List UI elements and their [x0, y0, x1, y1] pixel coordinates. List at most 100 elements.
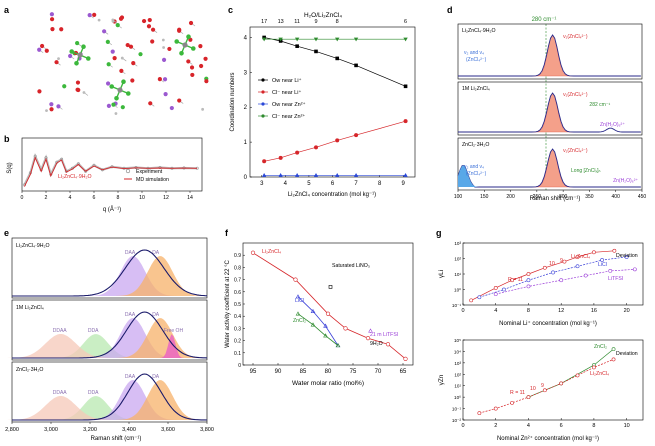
cl-atom — [74, 60, 79, 66]
d-peak-fill — [531, 92, 574, 133]
g-point — [510, 400, 514, 405]
cl-atom — [125, 91, 131, 96]
e-component-label: DDAA — [53, 390, 68, 396]
d-xtick-label: 450 — [638, 194, 647, 200]
panel-g-bottom-chart: γZn Nominal Zn²⁺ concentration (mol kg⁻¹… — [438, 338, 644, 442]
atom — [37, 47, 42, 52]
molecular-structure-image — [37, 12, 209, 115]
d-peak-fill — [531, 34, 574, 77]
g-ytick-label: 10⁰ — [454, 395, 461, 400]
c-point — [353, 37, 359, 42]
f-point — [250, 250, 256, 255]
atom — [49, 17, 55, 22]
atom — [131, 61, 136, 66]
d-ann: ν₂ and ν₄ — [464, 50, 484, 56]
panel-d-xlabel: Raman shift (cm⁻¹) — [530, 196, 581, 202]
c-ytick-label: 3 — [244, 70, 248, 76]
cl-atom — [186, 34, 191, 40]
c-top-tick-label: 17 — [261, 19, 267, 25]
atom — [177, 98, 182, 103]
f-ann-zncl2: ZnCl₂ — [293, 318, 306, 324]
atom — [161, 38, 165, 42]
e-component-label: DAA — [125, 250, 136, 256]
g-xtick-label: 4 — [527, 423, 530, 429]
g-point — [624, 255, 629, 259]
panel-label-g: g — [436, 228, 442, 238]
atom — [128, 44, 134, 49]
f-ytick-label: 0.3 — [234, 326, 241, 332]
e-subpanel-frame — [11, 361, 208, 423]
panel-c-ylabel: Coordination numbers — [230, 72, 236, 131]
e-component-label: DDA — [88, 328, 99, 334]
atom — [49, 12, 55, 17]
g-xtick-label: 2 — [494, 423, 497, 429]
d-subpanel-title: Li₂ZnCl₄·9H₂O — [462, 28, 496, 34]
f-ytick-label: 0.4 — [234, 314, 241, 320]
g-point — [583, 273, 588, 278]
atom — [50, 27, 55, 32]
g-point — [562, 259, 567, 264]
b-xtick-label: 14 — [187, 195, 193, 201]
c-point — [278, 173, 283, 177]
gt-ann-deviation: Deviation — [616, 253, 638, 259]
f-point — [323, 323, 328, 328]
panel-b-frame — [21, 137, 203, 192]
atom — [186, 59, 191, 64]
gt-ann-litfsi: LiTFSI — [608, 276, 623, 282]
panel-c-title: H₂O/Li₂ZnCl₄ — [304, 12, 342, 19]
e-component-fill — [89, 380, 177, 420]
g-xtick-label: 6 — [560, 423, 563, 429]
cl-atom — [121, 79, 126, 85]
f-ytick-label: 0.9 — [234, 253, 241, 259]
g-ytick-label: 10¹ — [454, 272, 461, 277]
g-point — [542, 265, 547, 270]
c-top-tick-label: 11 — [294, 19, 300, 25]
gt-ann-r11: R = 11 — [508, 277, 523, 283]
atom — [161, 57, 167, 63]
b-xtick-label: 2 — [45, 195, 48, 201]
g-point — [493, 406, 498, 411]
f-ytick-label: 0.7 — [234, 278, 241, 284]
gb-ann-r11: R = 11 — [510, 390, 525, 396]
c-point — [335, 173, 340, 177]
d-ann: ν₁(ZnCl₄²⁻) — [563, 34, 588, 40]
gt-ann-10: 10 — [549, 261, 555, 267]
atom — [130, 78, 135, 83]
g-xtick-label: 10 — [624, 423, 630, 429]
d-spectrum-line — [458, 34, 641, 77]
b-xtick-label: 8 — [117, 195, 120, 201]
atom — [110, 49, 115, 54]
panel-e-xlabel: Raman shift (cm⁻¹) — [91, 436, 142, 442]
atom — [150, 27, 156, 32]
panel-f-frame — [242, 242, 414, 366]
c-point — [314, 49, 318, 54]
g-point — [493, 292, 498, 297]
g-point — [575, 373, 580, 378]
atom — [138, 52, 143, 57]
atom — [177, 28, 182, 33]
panel-g-top-xlabel: Nominal Li⁺ concentration (mol kg⁻¹) — [499, 320, 597, 327]
f-point — [310, 308, 316, 314]
g-point — [608, 268, 613, 273]
e-subpanel-title: 1M Li₂ZnCl₄ — [16, 305, 44, 311]
g-point — [526, 284, 531, 289]
cl-atom — [179, 50, 184, 56]
g-ytick-label: 10³ — [454, 361, 461, 366]
d-xtick-label: 400 — [612, 194, 621, 200]
e-component-fill — [89, 256, 177, 296]
panel-c-xlabel: Li₂ZnCl₄ concentration (mol kg⁻¹) — [288, 192, 376, 198]
zn-atom — [117, 87, 123, 93]
c-point — [353, 173, 359, 177]
e-subpanel-frame — [11, 237, 208, 299]
cl-atom — [174, 39, 180, 44]
d-ann: (ZnCl₄²⁻) — [466, 171, 487, 177]
g-ytick-label: 10² — [454, 257, 461, 262]
c-point — [262, 35, 266, 40]
gb-ann-li2zncl4: Li₂ZnCl₄ — [590, 371, 609, 377]
d-ann: ν₁(ZnCl₄²⁻) — [563, 92, 588, 98]
c-point — [313, 37, 319, 42]
d-low-peak-fill — [458, 165, 490, 187]
e-subpanel-title: ZnCl₂·3H₂O — [16, 367, 43, 373]
g-point — [477, 295, 482, 300]
